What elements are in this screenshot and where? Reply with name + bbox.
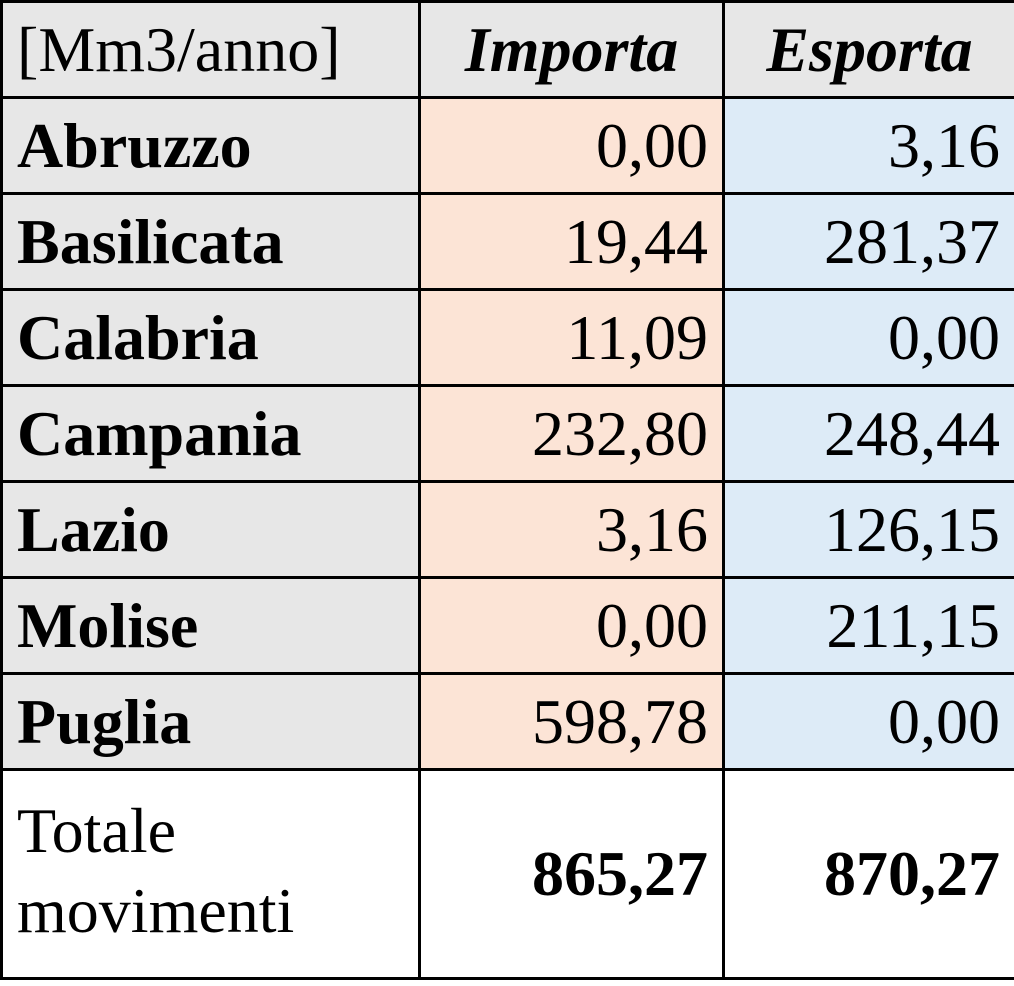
value-cell: 0,00 bbox=[722, 288, 1014, 387]
total-value: 870,27 bbox=[722, 768, 1014, 980]
total-label: Totale movimenti bbox=[0, 768, 421, 980]
region-cell: Puglia bbox=[0, 672, 421, 771]
data-row: Calabria 11,09 0,00 bbox=[0, 288, 1014, 387]
region-cell: Campania bbox=[0, 384, 421, 483]
header-cell: [Mm3/anno] bbox=[0, 0, 421, 99]
region-cell: Molise bbox=[0, 576, 421, 675]
value-cell: 126,15 bbox=[722, 480, 1014, 579]
value-cell: 3,16 bbox=[418, 480, 725, 579]
value-cell: 0,00 bbox=[418, 96, 725, 195]
value-cell: 3,16 bbox=[722, 96, 1014, 195]
data-row: Campania 232,80 248,44 bbox=[0, 384, 1014, 483]
value-cell: 0,00 bbox=[722, 672, 1014, 771]
data-row: Lazio 3,16 126,15 bbox=[0, 480, 1014, 579]
value-cell: 232,80 bbox=[418, 384, 725, 483]
value-cell: 211,15 bbox=[722, 576, 1014, 675]
value-cell: 248,44 bbox=[722, 384, 1014, 483]
header-cell: Esporta bbox=[722, 0, 1014, 99]
total-value: 865,27 bbox=[418, 768, 725, 980]
region-cell: Abruzzo bbox=[0, 96, 421, 195]
value-cell: 0,00 bbox=[418, 576, 725, 675]
value-cell: 19,44 bbox=[418, 192, 725, 291]
data-row: Molise 0,00 211,15 bbox=[0, 576, 1014, 675]
header-row: [Mm3/anno] Importa Esporta bbox=[0, 0, 1014, 99]
data-row: Puglia 598,78 0,00 bbox=[0, 672, 1014, 771]
data-row: Abruzzo 0,00 3,16 bbox=[0, 96, 1014, 195]
header-cell: Importa bbox=[418, 0, 725, 99]
value-cell: 11,09 bbox=[418, 288, 725, 387]
value-cell: 281,37 bbox=[722, 192, 1014, 291]
region-cell: Lazio bbox=[0, 480, 421, 579]
region-cell: Basilicata bbox=[0, 192, 421, 291]
region-cell: Calabria bbox=[0, 288, 421, 387]
total-row: Totale movimenti 865,27 870,27 bbox=[0, 768, 1014, 980]
data-row: Basilicata 19,44 281,37 bbox=[0, 192, 1014, 291]
value-cell: 598,78 bbox=[418, 672, 725, 771]
